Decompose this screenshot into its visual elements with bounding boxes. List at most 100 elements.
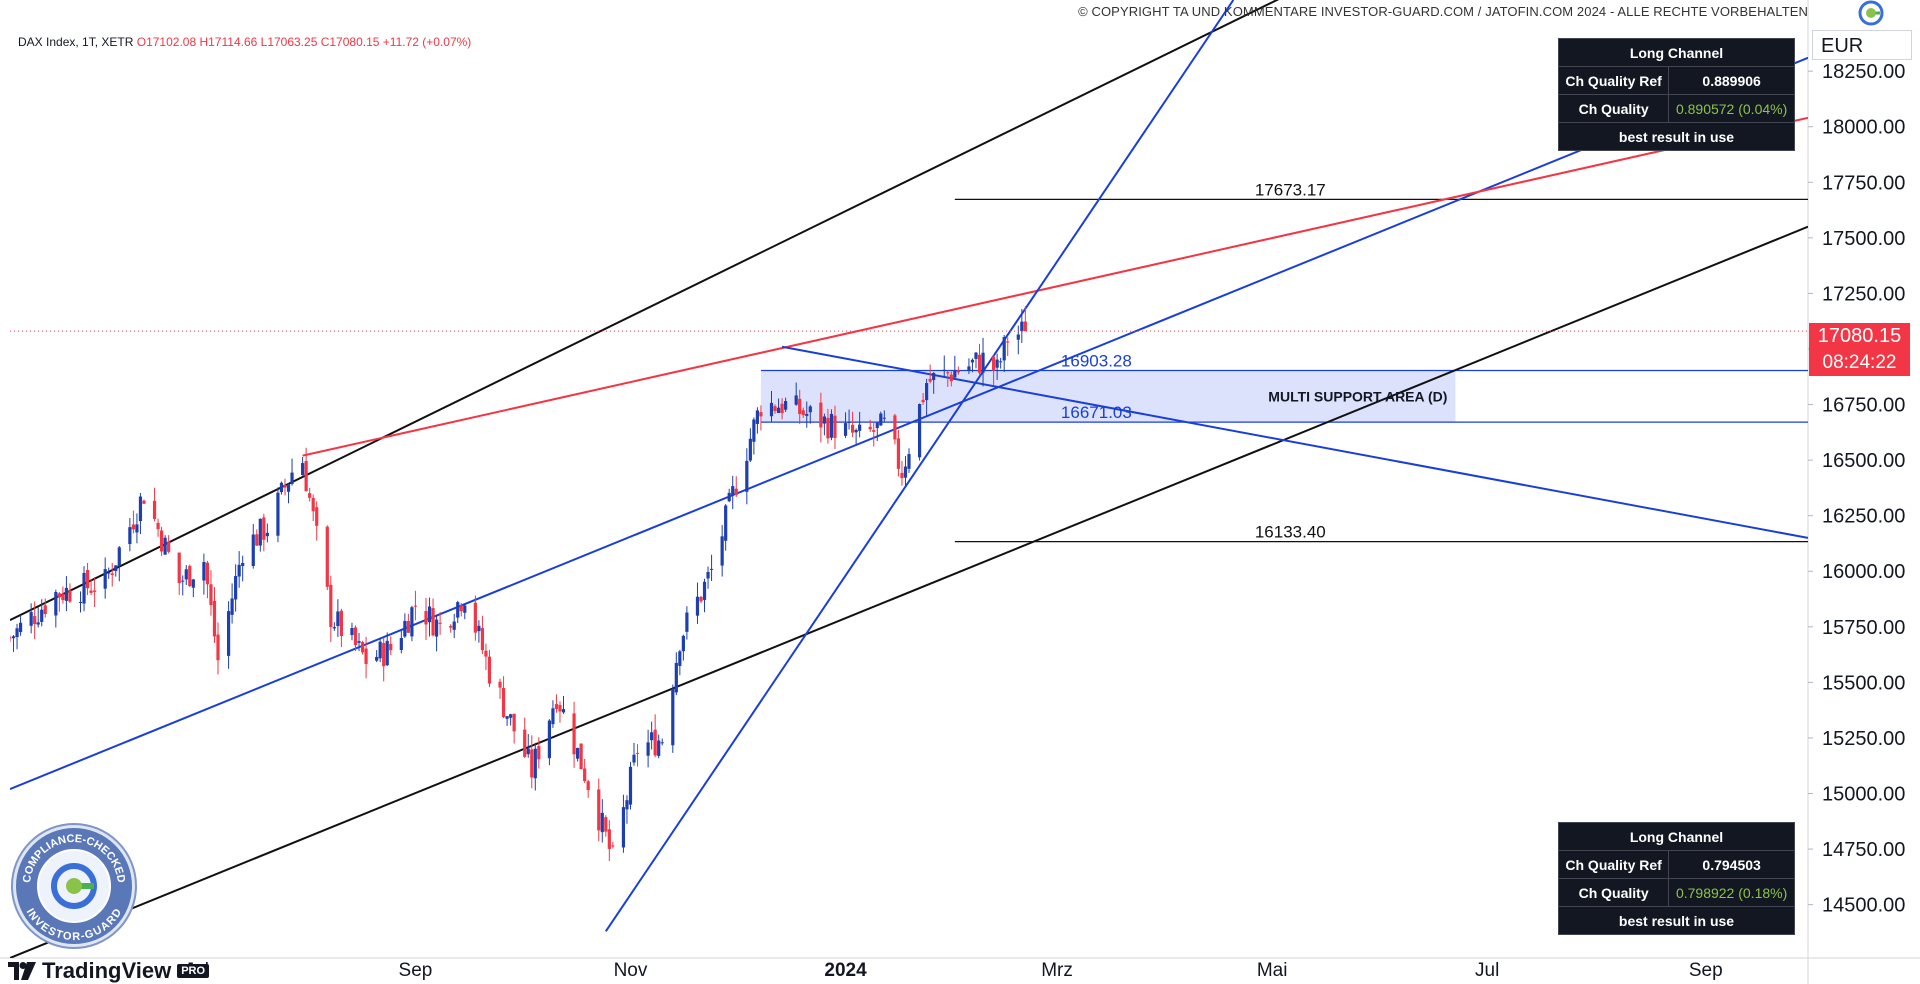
candle	[632, 742, 636, 766]
candle-body	[276, 492, 280, 536]
candle	[611, 841, 615, 849]
x-tick-label: Mrz	[1041, 960, 1073, 981]
candle	[325, 525, 329, 591]
candle-body	[202, 562, 206, 581]
candle	[438, 612, 442, 635]
candle	[202, 553, 206, 595]
table-value: 0.889906	[1668, 66, 1795, 95]
candle-body	[727, 492, 731, 502]
candle	[29, 603, 33, 634]
candle	[685, 606, 689, 640]
candle-body	[921, 399, 925, 403]
candle	[586, 779, 590, 798]
candle	[526, 733, 530, 758]
ohlc-low: L17063.25	[260, 35, 318, 49]
candle	[992, 354, 996, 385]
candle	[167, 535, 171, 554]
investor-guard-logo-icon	[1858, 0, 1884, 26]
candle	[459, 603, 463, 617]
candle-body	[226, 611, 231, 656]
ohlc-open: O17102.08	[136, 35, 197, 49]
table-value: 0.794503	[1668, 850, 1795, 879]
candle	[385, 632, 389, 666]
candle-body	[699, 596, 703, 602]
channel-quality-table-top: Long Channel Ch Quality Ref 0.889906 Ch Q…	[1557, 38, 1795, 151]
candle	[752, 417, 756, 455]
candle-body	[798, 398, 802, 415]
candle-body	[131, 524, 135, 530]
candle	[745, 448, 749, 505]
candle-body	[801, 410, 805, 416]
candle-body	[776, 407, 781, 414]
candle-body	[156, 522, 160, 530]
candle	[276, 487, 280, 543]
trend-line	[604, 0, 1235, 932]
candle	[480, 615, 485, 655]
candle-body	[283, 484, 287, 488]
candle	[981, 337, 985, 387]
candle	[262, 513, 266, 552]
table-title: Long Channel	[1558, 822, 1795, 851]
candle	[949, 371, 953, 387]
candle	[576, 747, 580, 762]
candle-body	[449, 626, 453, 628]
price-level-label: 16133.40	[1255, 523, 1326, 542]
candle	[953, 355, 957, 378]
candle-body	[720, 536, 724, 566]
candle	[681, 634, 685, 661]
candle-body	[1016, 334, 1020, 340]
candle	[1020, 309, 1024, 344]
candle	[329, 575, 333, 643]
candle	[332, 622, 336, 631]
channel-quality-table-bottom: Long Channel Ch Quality Ref 0.794503 Ch Q…	[1557, 822, 1795, 935]
candle-body	[558, 704, 562, 712]
tradingview-logo[interactable]: TradingView PRO	[8, 958, 210, 984]
candle-body	[484, 650, 488, 657]
candle-body	[625, 800, 629, 810]
candle	[350, 622, 354, 641]
currency-selector[interactable]: EUR	[1812, 30, 1912, 60]
candle	[896, 429, 901, 477]
candle	[671, 684, 675, 753]
candle	[205, 560, 210, 599]
candle-body	[251, 534, 255, 567]
candle	[561, 696, 566, 714]
candle	[907, 448, 911, 473]
candle-body	[604, 817, 608, 832]
price-level-label: 17673.17	[1255, 180, 1326, 199]
candle	[882, 410, 886, 423]
candle-body	[561, 709, 566, 713]
candle-body	[85, 569, 90, 589]
candle-body	[11, 636, 16, 639]
candle-body	[339, 610, 343, 636]
candle	[184, 565, 188, 586]
candle-body	[530, 749, 534, 778]
candle	[487, 650, 492, 687]
candle	[995, 353, 999, 380]
candle-body	[54, 592, 58, 616]
candle	[731, 475, 735, 510]
candle-body	[128, 527, 132, 545]
y-tick-label: 16250.00	[1822, 506, 1905, 528]
candle-body	[188, 565, 192, 586]
candle-body	[646, 742, 650, 756]
candle	[974, 352, 978, 369]
candle-body	[389, 643, 393, 651]
candle-body	[1002, 337, 1006, 361]
candle-body	[928, 378, 932, 382]
table-label: Ch Quality Ref	[1557, 66, 1670, 95]
candle-body	[36, 622, 40, 625]
candle-body	[167, 541, 171, 552]
candle-body	[177, 552, 181, 584]
candle	[156, 518, 160, 537]
candle	[699, 595, 703, 604]
candle	[533, 742, 537, 791]
candle-body	[748, 438, 752, 461]
candle	[808, 404, 812, 424]
candle	[530, 735, 534, 789]
candle-body	[82, 572, 86, 604]
candle	[339, 608, 343, 648]
candle	[833, 405, 837, 449]
candle-body	[734, 488, 738, 495]
